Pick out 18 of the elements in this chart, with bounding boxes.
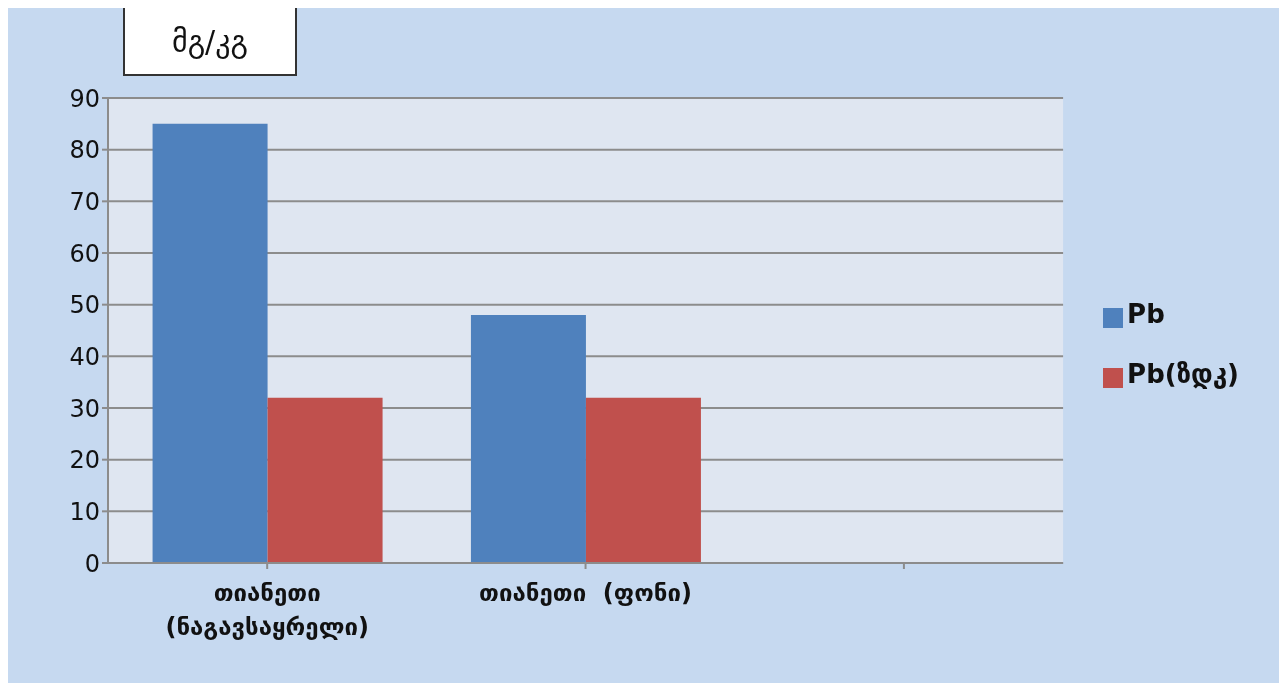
bar [585, 397, 701, 563]
y-tick-label: 60 [69, 239, 100, 268]
y-tick-label: 50 [69, 291, 100, 320]
legend-label: Pb(ზდკ) [1127, 358, 1239, 389]
y-tick-label: 30 [69, 394, 100, 423]
y-tick-label: 10 [69, 497, 100, 526]
legend-label: Pb [1127, 298, 1165, 329]
y-tick-label: 40 [69, 342, 100, 371]
y-tick-label: 70 [69, 187, 100, 216]
y-tick-label: 80 [69, 136, 100, 165]
y-tick-label: 20 [69, 446, 100, 475]
y-tick-label: 90 [69, 84, 100, 113]
bar [470, 315, 586, 563]
bar [152, 123, 268, 563]
bar [267, 397, 383, 563]
x-tick-label: თიანეთი (ფონი) [479, 579, 692, 607]
y-tick-label: 0 [84, 549, 100, 578]
x-tick-label: თიანეთი (ნაგავსაყრელი) [165, 579, 369, 641]
